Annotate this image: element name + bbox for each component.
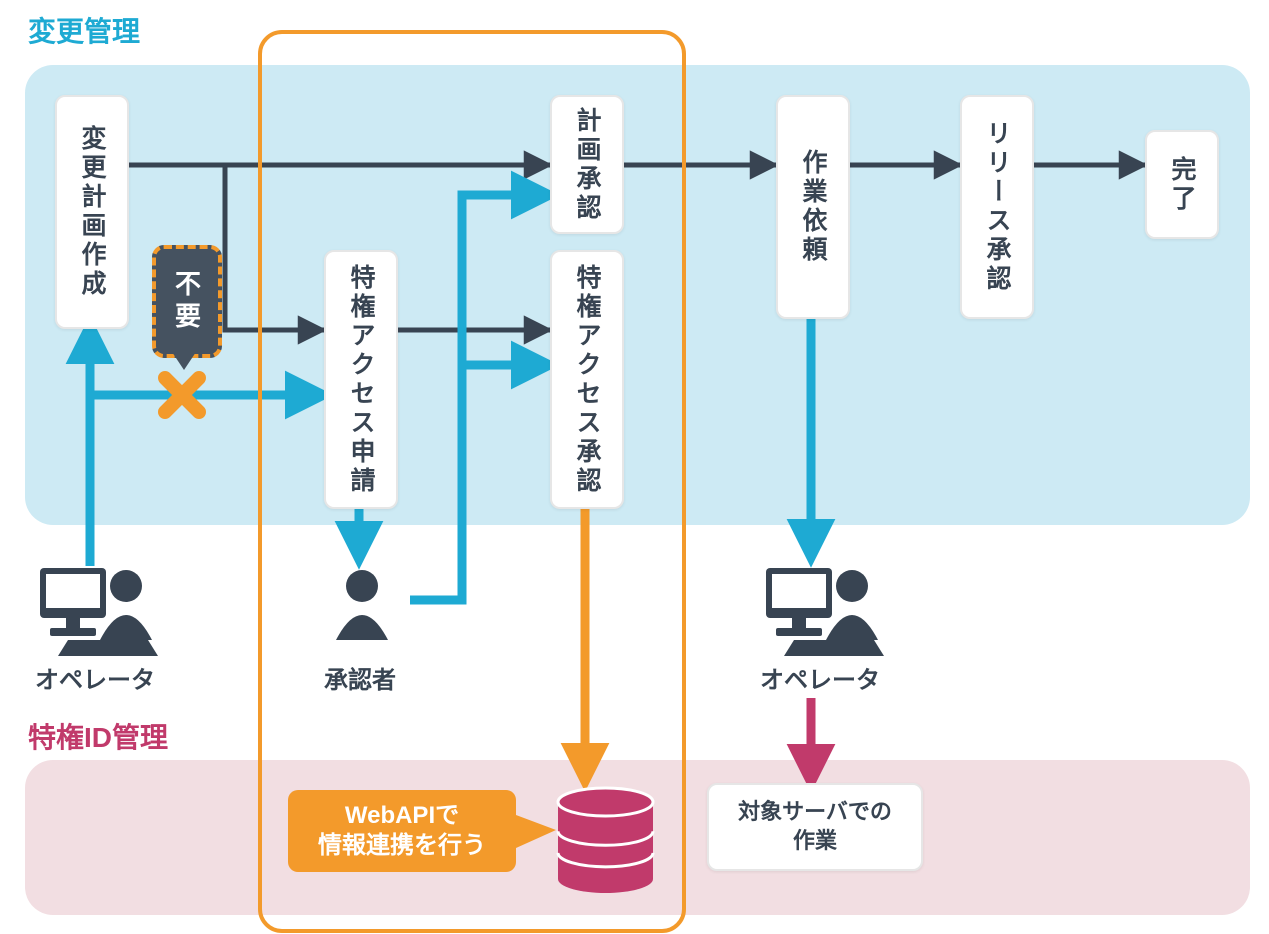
node-done-label: 完了: [1164, 156, 1200, 214]
operator-right-icon: [766, 568, 884, 656]
title-priv-id-mgmt: 特権ID管理: [28, 716, 168, 756]
unneeded-tail-icon: [172, 352, 196, 370]
node-done: 完了: [1145, 130, 1219, 239]
node-server-work: 対象サーバでの 作業: [707, 783, 923, 871]
title-change-mgmt: 変更管理: [28, 10, 140, 50]
node-work-request-label: 作業依頼: [795, 149, 831, 265]
node-work-request: 作業依頼: [776, 95, 850, 319]
node-plan-create: 変更計画作成: [55, 95, 129, 329]
diagram-stage: 変更管理 特権ID管理 変更計画作成: [0, 0, 1269, 934]
node-plan-create-label: 変更計画作成: [74, 125, 110, 299]
approver-label: 承認者: [300, 660, 420, 695]
operator-right-label: オペレータ: [745, 660, 895, 695]
unneeded-label: 不要: [169, 270, 206, 334]
operator-left-label: オペレータ: [20, 660, 170, 695]
feature-highlight-frame: [258, 30, 686, 933]
node-release-approve: リリース承認: [960, 95, 1034, 319]
operator-left-icon: [40, 568, 158, 656]
node-release-approve-label: リリース承認: [979, 120, 1015, 294]
unneeded-badge: 不要: [152, 245, 222, 358]
node-server-work-label: 対象サーバでの 作業: [738, 798, 892, 855]
